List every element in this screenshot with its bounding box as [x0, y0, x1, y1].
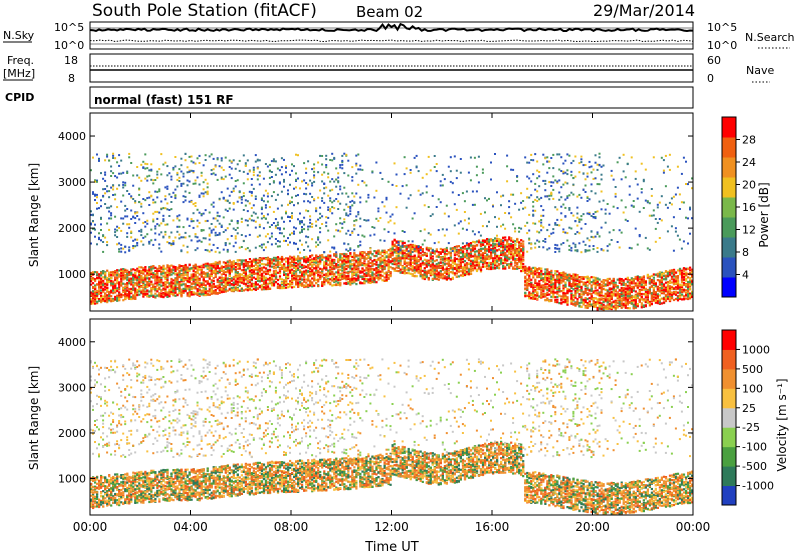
velocity-xtick-label: 08:00: [274, 520, 309, 534]
velocity-xtick-label: 00:00: [73, 520, 108, 534]
velocity-scatter: [90, 358, 694, 515]
velocity-colorbar-tick: 1000: [742, 343, 770, 356]
velocity-colorbar-tick: -25: [742, 421, 760, 434]
velocity-xtick-label: 20:00: [575, 520, 610, 534]
power-colorbar-segment: [722, 117, 736, 138]
power-colorbar-segment: [722, 157, 736, 178]
velocity-ytick-label: 2000: [58, 427, 86, 440]
velocity-colorbar-segment: [722, 349, 736, 370]
velocity-colorbar-label: Velocity [m s⁻¹]: [775, 378, 789, 471]
velocity-xtick-label: 12:00: [374, 520, 409, 534]
power-panel: 1000 2000 3000 4000 Slant Range [km] 28 24 20…: [27, 112, 771, 312]
power-colorbar-segment: [722, 217, 736, 238]
power-colorbar-segment: [722, 197, 736, 218]
nsky-tick-top: 10^5: [54, 21, 84, 34]
velocity-xtick-label: 16:00: [475, 520, 510, 534]
power-colorbar-tick: 24: [742, 156, 756, 169]
power-ytick-label: 4000: [58, 130, 86, 143]
velocity-colorbar-segment: [722, 368, 736, 389]
nave-tick-top: 60: [707, 54, 721, 67]
date-title: 29/Mar/2014: [593, 1, 695, 20]
velocity-ytick-label: 3000: [58, 381, 86, 394]
power-colorbar-tick: 12: [742, 224, 756, 237]
velocity-colorbar-tick: 25: [742, 402, 756, 415]
power-colorbar: 28 24 20 16 12 8 4: [721, 116, 756, 298]
velocity-colorbar-tick: -1000: [742, 480, 774, 493]
nsearch-tick-bottom: 10^0: [707, 39, 737, 52]
nsearch-tick-top: 10^5: [707, 21, 737, 34]
nave-label: Nave: [746, 64, 774, 77]
velocity-ytick-label: 4000: [58, 336, 86, 349]
velocity-colorbar: 1000 500 100 25 -25 -100 -500 -1000: [721, 329, 774, 506]
power-colorbar-tick: 8: [742, 246, 749, 259]
freq-tick-top: 18: [64, 54, 78, 67]
power-ylabel: Slant Range [km]: [27, 163, 41, 267]
power-colorbar-label: Power [dB]: [757, 182, 771, 247]
power-colorbar-segment: [722, 277, 736, 298]
freq-panel: Freq. [MHz] 18 8 60 0 Nave: [3, 53, 774, 85]
nsearch-label: N.Search: [745, 31, 795, 44]
power-scatter: [90, 152, 694, 311]
velocity-colorbar-tick: -500: [742, 460, 767, 473]
cpid-row: CPID normal (fast) 151 RF: [5, 86, 694, 109]
velocity-colorbar-segment: [722, 427, 736, 448]
freq-tick-bottom: 8: [68, 72, 75, 85]
time-axis-label: Time UT: [364, 540, 418, 554]
velocity-colorbar-tick: 100: [742, 382, 763, 395]
freq-unit: [MHz]: [3, 67, 35, 80]
power-colorbar-tick: 28: [742, 134, 756, 147]
freq-label: Freq.: [7, 54, 34, 67]
power-ytick-label: 1000: [58, 268, 86, 281]
velocity-colorbar-tick: -100: [742, 441, 767, 454]
cpid-label: CPID: [5, 91, 34, 104]
nsky-trace: [89, 22, 694, 33]
power-colorbar-segment: [722, 257, 736, 278]
power-colorbar-segment: [722, 177, 736, 198]
power-colorbar-segment: [722, 137, 736, 158]
velocity-xtick-label: 00:00: [676, 520, 711, 534]
power-colorbar-tick: 16: [742, 201, 756, 214]
nsearch-trace: [89, 39, 694, 43]
velocity-colorbar-tick: 500: [742, 363, 763, 376]
velocity-colorbar-segment: [722, 388, 736, 409]
velocity-xtick-label: 04:00: [173, 520, 208, 534]
nsky-tick-bottom: 10^0: [54, 39, 84, 52]
nsky-panel: N.Sky 10^5 10^0 10^5 10^0 N.Search: [3, 21, 795, 52]
power-ytick-label: 3000: [58, 176, 86, 189]
velocity-colorbar-segment: [722, 407, 736, 428]
velocity-ytick-label: 1000: [58, 473, 86, 486]
velocity-colorbar-segment: [722, 466, 736, 487]
velocity-colorbar-segment: [722, 446, 736, 467]
cpid-text: normal (fast) 151 RF: [94, 93, 234, 107]
velocity-colorbar-segment: [722, 330, 736, 350]
nsky-label: N.Sky: [3, 29, 35, 42]
velocity-colorbar-segment: [722, 485, 736, 506]
power-colorbar-tick: 4: [742, 269, 749, 282]
nave-tick-bottom: 0: [707, 72, 714, 85]
velocity-panel: 1000 2000 3000 4000 00:00 04:00 08:00 12:00 16:…: [27, 318, 789, 554]
station-title: South Pole Station (fitACF): [92, 1, 317, 21]
power-colorbar-tick: 20: [742, 179, 756, 192]
power-colorbar-segment: [722, 237, 736, 258]
power-ytick-label: 2000: [58, 222, 86, 235]
velocity-ylabel: Slant Range [km]: [27, 366, 41, 470]
beam-title: Beam 02: [356, 3, 423, 21]
